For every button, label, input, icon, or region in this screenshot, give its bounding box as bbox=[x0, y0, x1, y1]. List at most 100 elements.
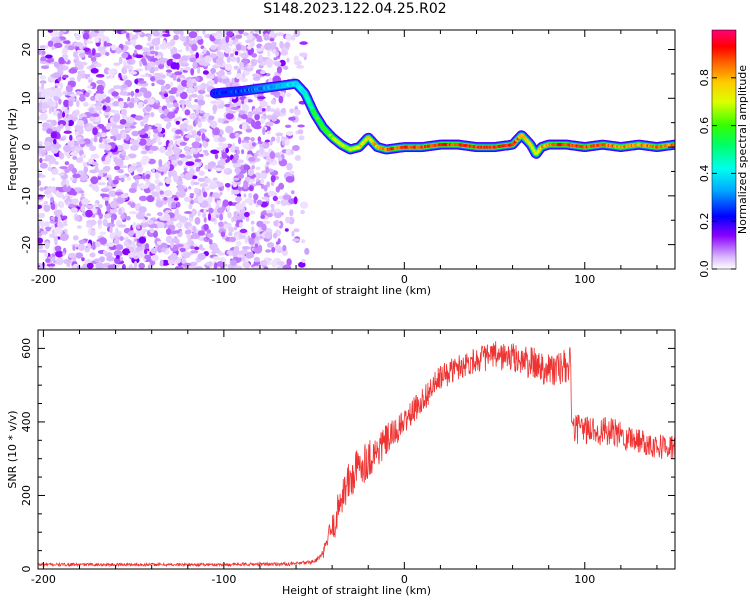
noise-speck bbox=[163, 189, 172, 197]
noise-speck bbox=[239, 61, 244, 68]
noise-speck bbox=[44, 251, 49, 258]
noise-speck bbox=[286, 57, 290, 63]
noise-speck bbox=[212, 256, 221, 261]
noise-speck bbox=[166, 72, 172, 77]
noise-speck bbox=[246, 99, 253, 103]
noise-speck bbox=[74, 109, 80, 116]
noise-speck bbox=[243, 193, 247, 198]
noise-speck bbox=[278, 182, 285, 190]
y-axis-label: SNR (10 * v/v) bbox=[6, 410, 19, 488]
noise-speck bbox=[139, 87, 148, 93]
noise-speck bbox=[248, 201, 253, 206]
noise-speck bbox=[128, 71, 137, 75]
noise-speck bbox=[102, 263, 109, 267]
noise-speck bbox=[96, 79, 105, 85]
noise-speck bbox=[59, 82, 64, 90]
noise-speck bbox=[230, 53, 234, 58]
noise-speck bbox=[63, 99, 70, 108]
noise-speck bbox=[161, 247, 166, 253]
noise-speck bbox=[241, 99, 245, 105]
noise-speck bbox=[275, 32, 285, 37]
noise-speck bbox=[117, 97, 124, 102]
noise-speck bbox=[275, 51, 279, 57]
colorbar bbox=[712, 30, 736, 269]
noise-speck bbox=[107, 242, 115, 247]
noise-speck bbox=[239, 228, 248, 234]
noise-speck bbox=[180, 67, 184, 73]
noise-speck bbox=[140, 184, 149, 189]
noise-speck bbox=[195, 30, 200, 33]
noise-speck bbox=[65, 179, 70, 187]
noise-speck bbox=[231, 249, 239, 257]
noise-speck bbox=[208, 115, 215, 121]
noise-speck bbox=[168, 156, 177, 161]
noise-speck bbox=[197, 253, 206, 261]
noise-speck bbox=[184, 109, 191, 116]
ridge-core bbox=[530, 146, 535, 150]
noise-speck bbox=[87, 73, 91, 78]
noise-speck bbox=[259, 260, 268, 266]
noise-speck bbox=[48, 266, 54, 269]
noise-speck bbox=[179, 91, 188, 100]
noise-speck bbox=[215, 214, 220, 219]
y-tick-label: -20 bbox=[20, 236, 33, 254]
noise-speck bbox=[48, 107, 52, 114]
noise-speck bbox=[181, 259, 187, 264]
noise-speck bbox=[176, 181, 184, 186]
noise-speck bbox=[62, 184, 72, 193]
noise-speck bbox=[238, 250, 247, 256]
noise-speck bbox=[170, 81, 174, 87]
noise-speck bbox=[256, 220, 264, 228]
noise-speck bbox=[225, 35, 230, 43]
noise-speck bbox=[175, 223, 183, 228]
noise-speck bbox=[280, 261, 284, 267]
noise-speck bbox=[98, 204, 103, 209]
noise-speck bbox=[193, 197, 198, 204]
noise-speck bbox=[211, 32, 217, 36]
noise-speck bbox=[210, 44, 217, 50]
ridge-core bbox=[320, 123, 324, 127]
noise-speck bbox=[244, 237, 249, 244]
noise-speck bbox=[132, 175, 142, 180]
noise-speck bbox=[245, 251, 255, 259]
noise-speck bbox=[299, 52, 308, 57]
noise-speck bbox=[197, 66, 201, 74]
noise-speck bbox=[62, 117, 71, 121]
noise-speck bbox=[228, 226, 235, 233]
noise-speck bbox=[236, 159, 244, 164]
noise-speck bbox=[83, 102, 89, 107]
noise-speck bbox=[55, 91, 63, 97]
noise-speck bbox=[212, 104, 218, 113]
noise-speck bbox=[286, 131, 294, 136]
noise-speck bbox=[170, 252, 178, 261]
noise-speck bbox=[51, 253, 55, 257]
noise-speck bbox=[254, 113, 260, 121]
noise-speck bbox=[215, 167, 222, 172]
noise-speck bbox=[45, 94, 52, 100]
noise-speck bbox=[95, 262, 104, 269]
noise-speck bbox=[196, 195, 204, 204]
noise-speck bbox=[90, 137, 94, 143]
noise-speck bbox=[113, 250, 123, 257]
noise-speck bbox=[172, 74, 177, 81]
noise-speck bbox=[253, 245, 263, 254]
noise-speck bbox=[83, 39, 88, 46]
noise-speck bbox=[133, 238, 137, 242]
noise-speck bbox=[173, 174, 179, 183]
noise-speck bbox=[179, 247, 186, 253]
noise-speck bbox=[241, 246, 251, 250]
noise-speck bbox=[62, 196, 66, 200]
noise-speck bbox=[94, 258, 100, 263]
noise-speck bbox=[185, 161, 195, 167]
noise-speck bbox=[68, 45, 75, 51]
noise-speck bbox=[55, 37, 61, 45]
noise-speck bbox=[47, 40, 54, 47]
noise-speck bbox=[69, 134, 73, 141]
noise-speck bbox=[149, 183, 156, 191]
noise-speck bbox=[196, 35, 203, 40]
noise-speck bbox=[62, 74, 69, 79]
noise-speck bbox=[224, 63, 233, 71]
noise-speck bbox=[224, 183, 231, 188]
noise-speck bbox=[109, 135, 117, 140]
noise-speck bbox=[126, 215, 131, 221]
